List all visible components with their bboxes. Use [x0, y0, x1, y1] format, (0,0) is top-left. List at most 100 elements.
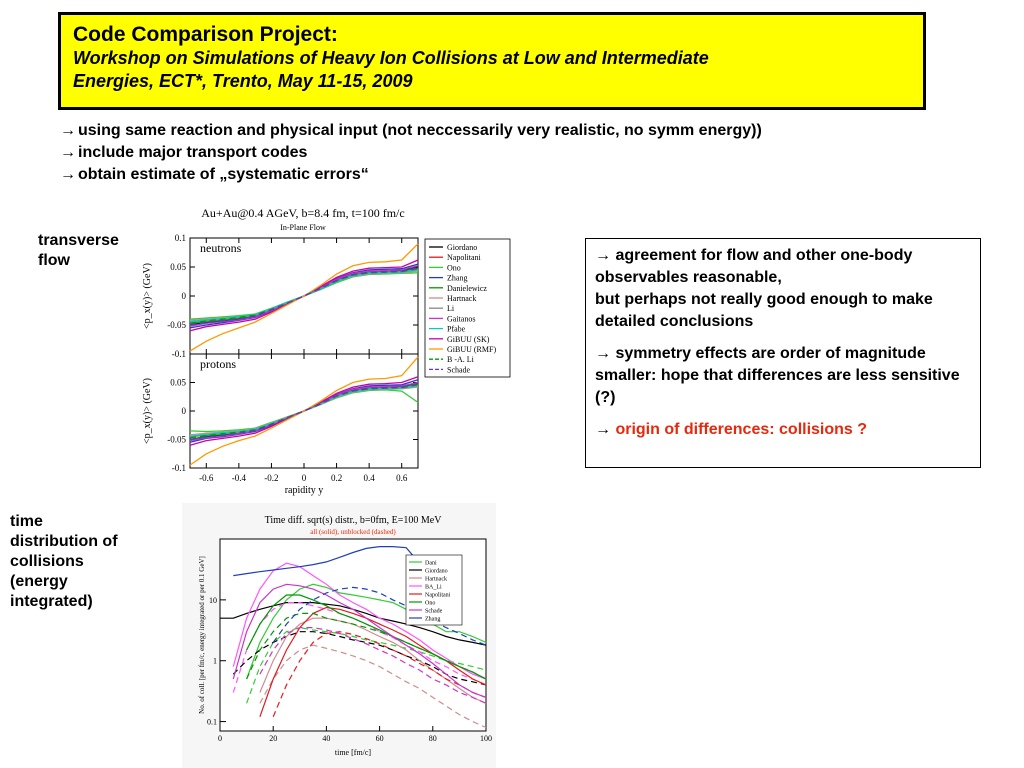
x-tick-label: -0.2: [264, 473, 278, 483]
y-tick-label: 0.05: [170, 378, 186, 388]
x-axis-label: time [fm/c]: [335, 748, 372, 757]
x-tick-label: 0.6: [396, 473, 408, 483]
y-tick-label: 0: [182, 406, 187, 416]
flow-chart: Au+Au@0.4 AGeV, b=8.4 fm, t=100 fm/c In-P…: [142, 206, 511, 496]
x-tick-label: 0: [218, 734, 222, 743]
panel-label: protons: [200, 357, 236, 371]
legend-label: Giordano: [425, 569, 448, 575]
legend-label: BA_Li: [425, 585, 442, 591]
y-tick-label: 0.1: [175, 233, 186, 243]
label-line: time: [10, 513, 43, 530]
series-line-dashed: [259, 626, 487, 704]
x-tick-label: -0.6: [199, 473, 214, 483]
series-line-dashed: [246, 612, 487, 680]
chart-subtitle: all (solid), unblocked (dashed): [310, 528, 396, 536]
legend-label: Hartnack: [447, 294, 476, 303]
note-paragraph-3: → origin of differences: collisions ?: [595, 419, 971, 441]
series-line-protons: [189, 356, 419, 466]
bullet-text: obtain estimate of „systematic errors“: [78, 166, 369, 183]
bullet-item: → using same reaction and physical input …: [60, 120, 762, 142]
bullet-item: → obtain estimate of „systematic errors“: [60, 164, 762, 186]
legend-label: Pfabe: [447, 325, 466, 334]
title-subtitle-line-2: Energies, ECT*, Trento, May 11-15, 2009: [73, 71, 413, 91]
x-axis-label: rapidity y: [285, 485, 324, 496]
legend-label: Zhang: [447, 274, 467, 283]
x-tick-label: 60: [376, 734, 384, 743]
legend-label: Napolitani: [447, 253, 482, 262]
legend-label: Ono: [425, 601, 435, 607]
legend-label: Ono: [447, 263, 461, 272]
conclusions-box: → agreement for flow and other one-body …: [585, 238, 981, 468]
legend-label: GiBUU (RMF): [447, 345, 496, 354]
label-line: distribution of: [10, 533, 118, 550]
y-axis-label: No. of coll. [per fm/c, energy integrate…: [198, 556, 206, 714]
arrow-right-icon: →: [60, 166, 76, 183]
y-tick-label: 0: [182, 291, 187, 301]
chart-title: Au+Au@0.4 AGeV, b=8.4 fm, t=100 fm/c: [201, 206, 404, 220]
label-line: flow: [38, 252, 70, 269]
x-tick-label: -0.4: [232, 473, 247, 483]
y-axis-label: <p_x(y)> (GeV): [142, 378, 153, 444]
y-tick-label: -0.05: [167, 435, 186, 445]
bullet-list: → using same reaction and physical input …: [60, 120, 762, 186]
legend-label: GiBUU (SK): [447, 335, 490, 344]
x-tick-label: 100: [480, 734, 492, 743]
arrow-right-icon: →: [595, 421, 611, 438]
y-tick-label: 10: [209, 596, 217, 605]
chart-title: Time diff. sqrt(s) distr., b=0fm, E=100 …: [265, 515, 443, 526]
y-tick-label: 1: [213, 657, 217, 666]
label-line: transverse: [38, 232, 119, 249]
y-tick-label: 0.1: [207, 718, 217, 727]
label-line: integrated): [10, 593, 93, 610]
series-line-dashed: [259, 644, 487, 729]
legend-label: Giordano: [447, 243, 477, 252]
arrow-right-icon: →: [595, 345, 611, 362]
label-line: (energy: [10, 573, 68, 590]
legend-label: Li: [447, 304, 455, 313]
legend-label: Napolitani: [425, 593, 451, 599]
panel-label: neutrons: [200, 241, 242, 255]
time-distribution-label: time distribution of collisions (energy …: [10, 512, 118, 612]
x-tick-label: 80: [429, 734, 437, 743]
series-line-solid: [246, 583, 487, 680]
legend-label: Schade: [425, 609, 443, 615]
legend-label: Gaitanos: [447, 314, 475, 323]
bullet-text: include major transport codes: [78, 144, 308, 161]
bullet-text: using same reaction and physical input (…: [78, 122, 762, 139]
y-tick-label: 0.05: [170, 262, 186, 272]
transverse-flow-label: transverse flow: [38, 231, 119, 271]
note-text: symmetry effects are order of magnitude …: [595, 345, 960, 406]
y-tick-label: -0.1: [172, 463, 186, 473]
legend-label: Zhang: [425, 617, 440, 623]
legend-label: B -A. Li: [447, 355, 475, 364]
arrow-right-icon: →: [595, 247, 611, 264]
series-line-solid: [232, 583, 487, 698]
note-text: but perhaps not really good enough to ma…: [595, 291, 933, 330]
series-line-dashed: [272, 586, 487, 646]
series-line-neutrons: [189, 243, 419, 352]
note-paragraph-1: → agreement for flow and other one-body …: [595, 245, 971, 333]
x-tick-label: 0.2: [331, 473, 342, 483]
chart-subtitle: In-Plane Flow: [280, 223, 326, 232]
legend-label: Schade: [447, 365, 471, 374]
y-axis-label: <p_x(y)> (GeV): [142, 263, 153, 329]
legend-label: Dani: [425, 561, 437, 567]
title-subtitle-line-1: Workshop on Simulations of Heavy Ion Col…: [73, 48, 709, 68]
note-highlight-text: origin of differences: collisions ?: [615, 421, 868, 438]
series-line-dashed: [246, 626, 487, 704]
arrow-right-icon: →: [60, 122, 76, 139]
x-tick-label: 40: [322, 734, 330, 743]
legend-label: Danielewicz: [447, 284, 487, 293]
legend-box: [405, 554, 463, 626]
y-tick-label: -0.05: [167, 320, 186, 330]
note-paragraph-2: → symmetry effects are order of magnitud…: [595, 343, 971, 409]
label-line: collisions: [10, 553, 84, 570]
bullet-item: → include major transport codes: [60, 142, 762, 164]
note-text: agreement for flow and other one-body ob…: [595, 247, 913, 286]
y-tick-label: -0.1: [172, 349, 186, 359]
x-tick-label: 20: [269, 734, 277, 743]
title-main: Code Comparison Project:: [73, 23, 338, 46]
collision-time-chart: Time diff. sqrt(s) distr., b=0fm, E=100 …: [182, 503, 496, 768]
arrow-right-icon: →: [60, 144, 76, 161]
legend-label: Hartnack: [425, 577, 447, 583]
